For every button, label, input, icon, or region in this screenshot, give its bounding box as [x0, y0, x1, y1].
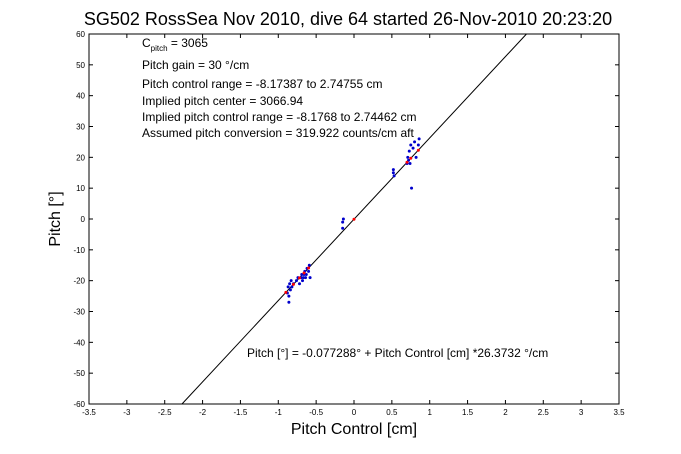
y-tick-label: 50: [76, 61, 85, 70]
x-tick-label: -3: [123, 408, 131, 417]
c-pitch-value: = 3065: [168, 36, 209, 50]
x-tick-label: 0.5: [386, 408, 398, 417]
x-tick-label: 1.5: [462, 408, 474, 417]
x-tick-label: 3: [579, 408, 584, 417]
observed-point: [411, 146, 415, 150]
c-pitch-subscript: pitch: [151, 44, 168, 53]
y-tick-label: 40: [76, 92, 85, 101]
observed-point: [341, 220, 345, 224]
observed-point: [341, 217, 345, 221]
observed-point: [416, 143, 420, 147]
x-tick-label: -1.5: [234, 408, 248, 417]
observed-point: [308, 276, 312, 280]
observed-point: [297, 282, 301, 286]
observed-point: [294, 279, 298, 283]
observed-point: [290, 285, 294, 289]
observed-point: [307, 263, 311, 267]
observed-point: [414, 155, 418, 159]
predicted-point: [409, 156, 413, 160]
observed-point: [341, 226, 345, 230]
c-pitch-symbol: C: [142, 36, 151, 50]
observed-point: [287, 300, 291, 304]
annotation-c-pitch: Cpitch = 3065: [142, 36, 208, 53]
observed-point: [286, 285, 290, 289]
x-axis: -3.5 -3 -2.5 -2 -1.5 -1 -0.5 0 0.5 1 1.5 2 2.5 3 3.5: [82, 34, 625, 417]
x-tick-label: 3.5: [613, 408, 625, 417]
observed-point: [417, 137, 421, 141]
annotation-assumed-pitch-conversion: Assumed pitch conversion = 319.922 count…: [142, 126, 414, 140]
observed-point: [289, 279, 293, 283]
x-tick-label: -0.5: [309, 408, 323, 417]
y-tick-label: -60: [73, 400, 85, 409]
observed-point: [288, 288, 292, 292]
observed-point: [300, 273, 304, 276]
y-axis-label: Pitch [°]: [47, 191, 64, 246]
observed-point: [301, 279, 305, 283]
y-tick-label: -40: [73, 338, 85, 347]
predicted-point: [302, 271, 306, 275]
predicted-point: [297, 276, 301, 280]
observed-point: [288, 282, 292, 286]
annotation-implied-pitch-control-range: Implied pitch control range = -8.1768 to…: [142, 110, 417, 124]
annotation-pitch-control-range: Pitch control range = -8.17387 to 2.7475…: [142, 77, 383, 91]
annotation-fit-equation: Pitch [°] = -0.077288° + Pitch Control […: [247, 346, 548, 360]
observed-point: [391, 171, 395, 175]
x-axis-label: Pitch Control [cm]: [291, 421, 417, 438]
x-tick-label: -2: [199, 408, 207, 417]
x-tick-label: -1: [275, 408, 283, 417]
y-tick-label: -30: [73, 308, 85, 317]
observed-point: [391, 168, 395, 172]
y-tick-label: -10: [73, 246, 85, 255]
chart-title: SG502 RossSea Nov 2010, dive 64 started …: [84, 9, 612, 29]
y-tick-label: 10: [76, 184, 85, 193]
x-tick-label: -2.5: [158, 408, 172, 417]
annotation-pitch-gain: Pitch gain = 30 °/cm: [142, 58, 249, 72]
observed-point: [409, 143, 413, 147]
x-tick-label: 0: [352, 408, 357, 417]
predicted-point: [307, 266, 311, 270]
observed-point: [307, 269, 311, 273]
predicted-point: [405, 160, 409, 164]
data-points: [284, 137, 421, 304]
y-axis: -60 -50 -40 -30 -20 -10 0 10 20 30 40 50 60: [73, 30, 619, 409]
predicted-point: [284, 290, 288, 294]
y-tick-label: 60: [76, 30, 85, 39]
annotation-implied-pitch-center: Implied pitch center = 3066.94: [142, 94, 303, 108]
observed-point: [304, 273, 308, 276]
y-tick-label: -20: [73, 277, 85, 286]
x-tick-label: -3.5: [82, 408, 96, 417]
predicted-point: [416, 148, 420, 152]
observed-point: [392, 174, 396, 178]
observed-point: [413, 140, 417, 144]
predicted-point: [352, 217, 356, 221]
observed-point: [287, 294, 291, 298]
observed-point: [408, 162, 412, 165]
x-tick-label: 2.5: [538, 408, 550, 417]
observed-point: [407, 149, 411, 153]
observed-point: [304, 276, 308, 280]
observed-point: [410, 186, 414, 190]
observed-point: [301, 276, 305, 280]
predicted-point: [291, 282, 295, 286]
y-tick-label: 20: [76, 153, 85, 162]
y-tick-label: 0: [81, 215, 86, 224]
y-tick-label: 30: [76, 123, 85, 132]
x-tick-label: 1: [427, 408, 432, 417]
observed-point: [406, 155, 410, 159]
y-tick-label: -50: [73, 369, 85, 378]
x-tick-label: 2: [503, 408, 508, 417]
